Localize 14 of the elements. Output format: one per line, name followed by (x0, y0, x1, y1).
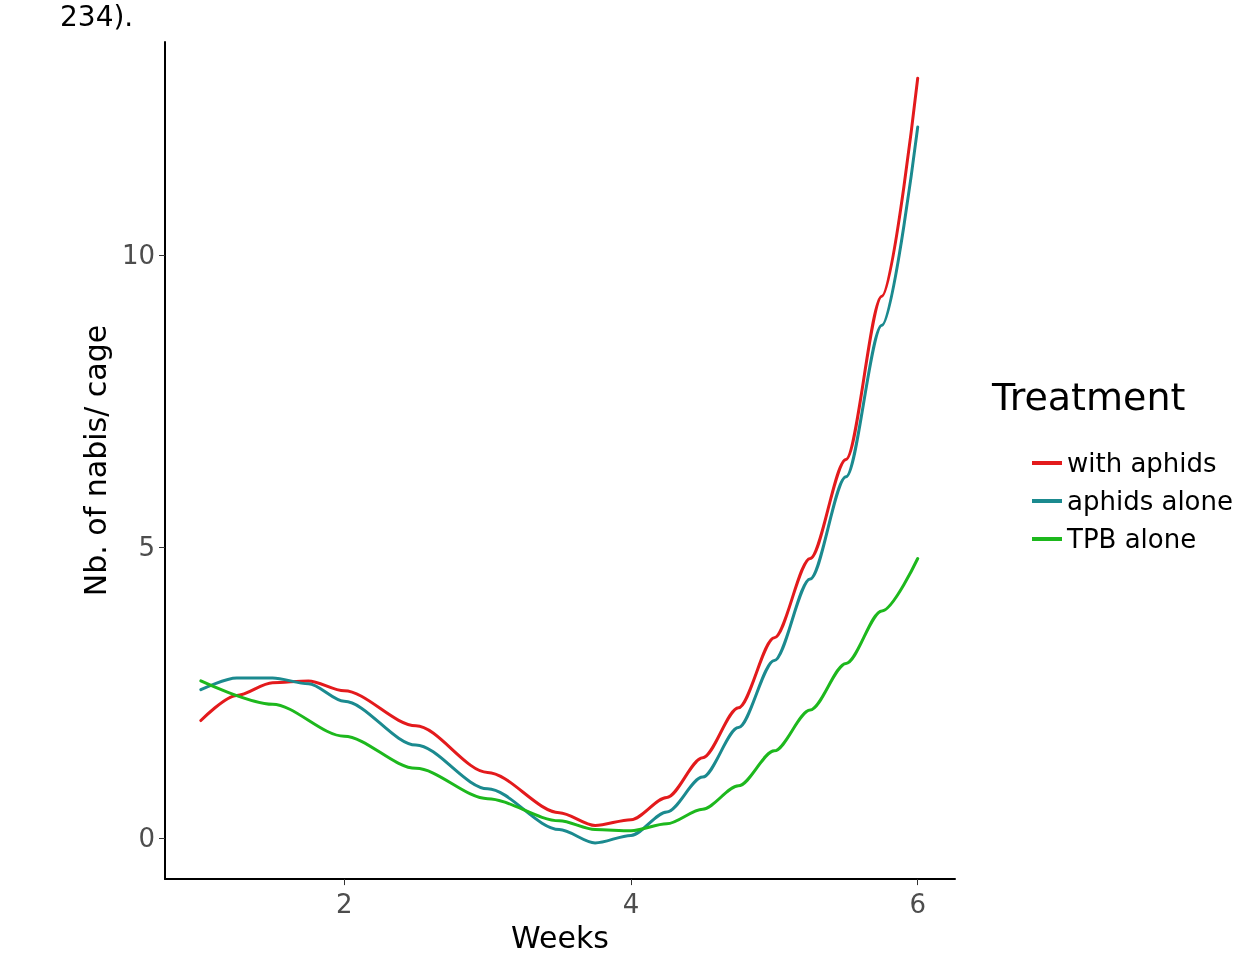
y-tick-label: 10 (121, 240, 155, 271)
y-axis-title: Nb. of nabis/ cage (77, 324, 113, 597)
x-tick-label: 6 (909, 889, 926, 920)
x-tick-label: 2 (335, 889, 353, 920)
legend-label: with aphids (1067, 448, 1217, 478)
line-series (199, 556, 920, 833)
legend-label: aphids alone (1067, 486, 1234, 516)
text: 234). (60, 0, 134, 33)
y-tick-label: 0 (138, 823, 155, 854)
legend-title: Treatment (991, 375, 1186, 419)
legend-label: TPB alone (1066, 524, 1197, 554)
y-tick-label: 5 (138, 531, 155, 562)
x-tick-label: 4 (622, 889, 640, 920)
x-axis-title: Weeks (511, 919, 609, 955)
